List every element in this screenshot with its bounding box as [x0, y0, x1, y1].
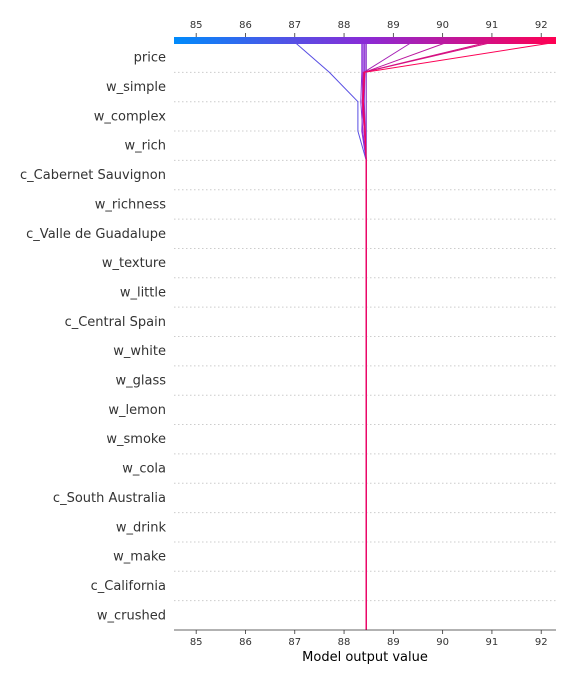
bottom-tick-label: 89 [387, 637, 400, 648]
feature-label: c_South Australia [53, 491, 166, 506]
feature-label: c_Valle de Guadalupe [26, 227, 166, 242]
top-axis-ticks: 85 86 87 88 89 90 91 92 [190, 20, 548, 37]
colorbar [174, 37, 556, 44]
bottom-axis-ticks: 85 86 87 88 89 90 91 92 [190, 630, 548, 648]
top-tick-label: 92 [535, 20, 548, 31]
feature-label: c_California [91, 579, 166, 594]
feature-label: w_white [113, 344, 166, 359]
decision-line [362, 42, 552, 630]
bottom-tick-label: 92 [535, 637, 548, 648]
decision-lines [295, 42, 552, 630]
top-tick-label: 91 [486, 20, 499, 31]
bottom-tick-label: 88 [338, 637, 351, 648]
feature-label: w_crushed [97, 608, 166, 623]
feature-label: c_Central Spain [65, 315, 166, 330]
bottom-tick-label: 90 [436, 637, 449, 648]
feature-label: w_richness [95, 197, 166, 212]
bottom-tick-label: 86 [239, 637, 252, 648]
top-tick-label: 85 [190, 20, 203, 31]
feature-labels: price w_simple w_complex w_rich c_Cabernet S… [20, 51, 166, 624]
top-tick-label: 90 [436, 20, 449, 31]
top-tick-label: 87 [288, 20, 301, 31]
feature-label: w_drink [116, 520, 167, 535]
top-tick-label: 86 [239, 20, 252, 31]
feature-label: w_smoke [106, 432, 166, 447]
x-axis-title: Model output value [302, 650, 428, 665]
feature-label: w_complex [94, 109, 167, 124]
bottom-tick-label: 85 [190, 637, 203, 648]
feature-label: w_lemon [108, 403, 166, 418]
top-tick-label: 89 [387, 20, 400, 31]
feature-label: w_simple [106, 80, 166, 95]
feature-label: w_texture [102, 256, 166, 271]
feature-label: w_rich [125, 139, 166, 154]
feature-label: w_glass [115, 374, 166, 389]
feature-label: w_little [120, 285, 166, 300]
feature-label: w_make [113, 550, 166, 565]
bottom-tick-label: 91 [486, 637, 499, 648]
bottom-tick-label: 87 [288, 637, 301, 648]
feature-label: price [134, 51, 166, 66]
feature-label: w_cola [122, 462, 166, 477]
top-tick-label: 88 [338, 20, 351, 31]
feature-label: c_Cabernet Sauvignon [20, 168, 166, 183]
